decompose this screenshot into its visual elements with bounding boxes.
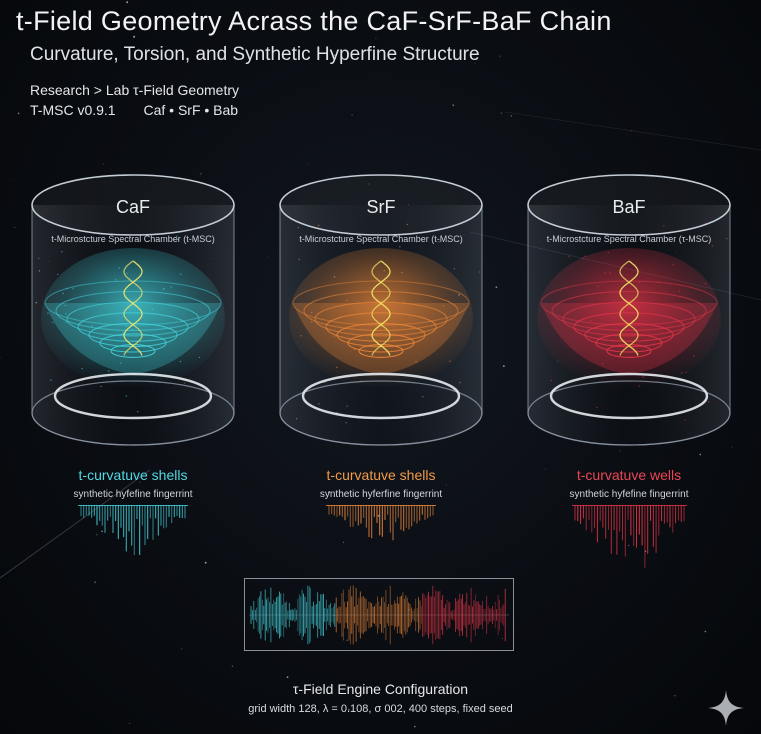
chamber-srf-fingerprint [326, 505, 436, 541]
breadcrumb[interactable]: Research > Lab τ-Field Geometry [30, 82, 240, 98]
chamber-caf[interactable]: CaF t-Microstcture Spectral Chamber (t-M… [28, 163, 238, 463]
page-title: t-Field Geometry Acrass the CaF-SrF-BaF … [16, 6, 612, 36]
chamber-srf[interactable]: SrF t-Microstcture Spectral Chamber (t-M… [276, 163, 486, 463]
chamber-baf-subtitle: t-Microstcture Spectral Chamber (τ-MSC) [546, 234, 712, 244]
chamber-baf-fingerprint [572, 505, 687, 568]
chamber-baf[interactable]: BaF t-Microstcture Spectral Chamber (τ-M… [524, 163, 734, 463]
page-subtitle: Curvature, Torsion, and Synthetic Hyperf… [30, 44, 480, 65]
engine-waveform [249, 585, 509, 645]
version-label: T-MSC v0.9.1 [30, 102, 116, 118]
chamber-srf-shell-label: t-curvatuve shells [326, 467, 436, 483]
chamber-caf-shell-label: t-curvatuve shells [78, 467, 188, 483]
chamber-caf-title: CaF [115, 197, 150, 217]
chamber-srf-graphic [279, 174, 483, 446]
chamber-baf-graphic [527, 174, 731, 446]
version-line: T-MSC v0.9.1 Caf • SrF • Bab [30, 102, 262, 118]
sparkle-icon[interactable] [706, 688, 746, 728]
chamber-caf-graphic [31, 174, 235, 446]
engine-params: grid width 128, λ = 0.108, σ 002, 400 st… [248, 703, 513, 715]
chamber-srf-subtitle: t-Microstcture Spectral Chamber (t-MSC) [299, 234, 463, 244]
chain-label: Caf • SrF • Bab [143, 102, 239, 118]
chamber-caf-fingerprint [78, 505, 188, 555]
chamber-srf-title: SrF [366, 197, 396, 217]
chamber-baf-shell-label: t-curvatuve wells [576, 467, 682, 483]
chamber-baf-fingerprint-label: synthetic hyfefine fingerrint [569, 489, 689, 500]
engine-waveform-panel [244, 578, 514, 651]
chamber-srf-fingerprint-label: synthetic hyferfine fingerrint [319, 489, 443, 500]
chamber-baf-title: BaF [612, 197, 646, 217]
chamber-caf-subtitle: t-Microstcture Spectral Chamber (t-MSC) [51, 234, 215, 244]
engine-title: τ-Field Engine Configuration [292, 681, 469, 697]
chamber-caf-fingerprint-label: synthetic hyfefine fingerrint [73, 489, 193, 500]
